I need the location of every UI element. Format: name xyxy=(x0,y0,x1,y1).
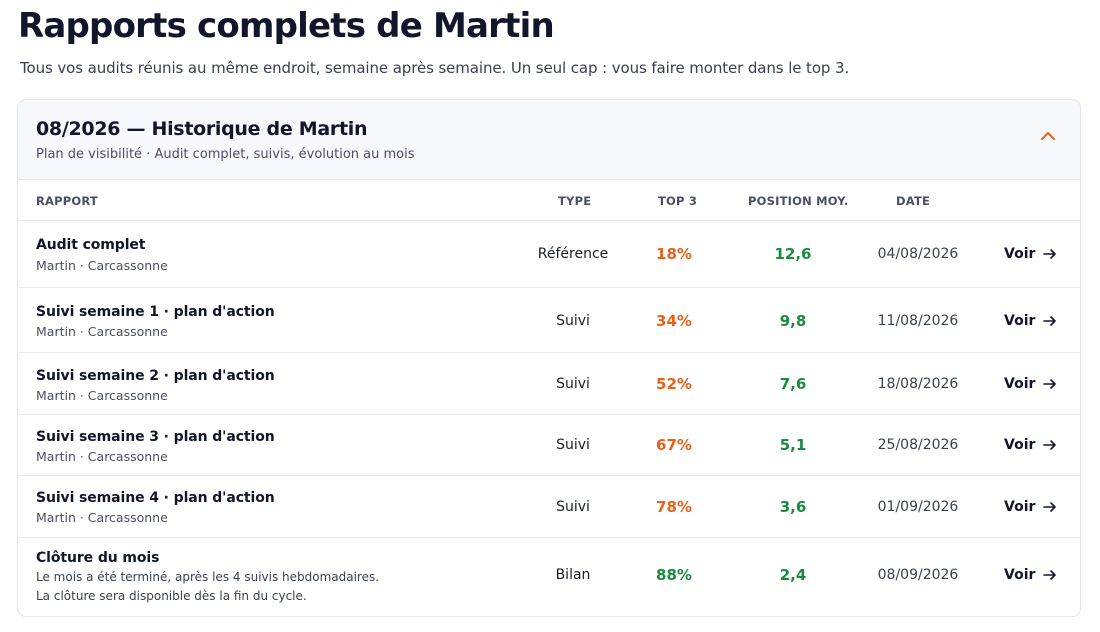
row-top3: 88% xyxy=(656,566,692,584)
arrow-right-icon xyxy=(1043,570,1057,580)
row-type: Suivi xyxy=(556,313,590,329)
view-report-button[interactable]: Voir xyxy=(1004,313,1057,329)
row-type: Bilan xyxy=(555,567,591,583)
row-position: 7,6 xyxy=(779,375,807,393)
row-position: 3,6 xyxy=(779,498,807,516)
header-report: RAPPORT xyxy=(36,194,98,208)
row-note: Le mois a été terminé, après les 4 suivi… xyxy=(36,568,516,606)
table-row[interactable]: Suivi semaine 1 · plan d'action Martin ·… xyxy=(18,288,1080,353)
row-top3: 34% xyxy=(656,312,692,330)
row-type: Référence xyxy=(537,246,609,262)
row-position: 9,8 xyxy=(779,312,807,330)
row-type: Suivi xyxy=(556,437,590,453)
row-title: Suivi semaine 1 · plan d'action xyxy=(36,304,275,320)
header-top3: TOP 3 xyxy=(658,194,698,208)
row-location: Martin · Carcassonne xyxy=(36,510,168,525)
row-title: Suivi semaine 4 · plan d'action xyxy=(36,490,275,506)
row-date: 04/08/2026 xyxy=(877,246,959,262)
card-title: 08/2026 — Historique de Martin xyxy=(36,118,368,140)
row-type: Suivi xyxy=(556,376,590,392)
row-note-line: La clôture sera disponible dès la fin du… xyxy=(36,589,307,603)
view-label: Voir xyxy=(1004,313,1036,329)
row-title: Audit complet xyxy=(36,237,146,253)
row-location: Martin · Carcassonne xyxy=(36,258,168,273)
arrow-right-icon xyxy=(1043,440,1057,450)
row-top3: 78% xyxy=(656,498,692,516)
row-date: 08/09/2026 xyxy=(877,567,959,583)
table-row[interactable]: Suivi semaine 3 · plan d'action Martin ·… xyxy=(18,415,1080,476)
view-label: Voir xyxy=(1004,567,1036,583)
arrow-right-icon xyxy=(1043,316,1057,326)
row-position: 5,1 xyxy=(779,436,807,454)
row-top3: 52% xyxy=(656,375,692,393)
view-label: Voir xyxy=(1004,499,1036,515)
header-position: POSITION MOY. xyxy=(748,194,849,208)
card-header[interactable]: 08/2026 — Historique de Martin Plan de v… xyxy=(18,100,1080,180)
row-date: 18/08/2026 xyxy=(877,376,959,392)
header-date: DATE xyxy=(896,194,931,208)
row-top3: 67% xyxy=(656,436,692,454)
table-row[interactable]: Audit complet Martin · Carcassonne Référ… xyxy=(18,221,1080,288)
view-label: Voir xyxy=(1004,246,1036,262)
view-report-button[interactable]: Voir xyxy=(1004,246,1057,262)
row-top3: 18% xyxy=(656,245,692,263)
table-row[interactable]: Suivi semaine 2 · plan d'action Martin ·… xyxy=(18,353,1080,415)
view-report-button[interactable]: Voir xyxy=(1004,437,1057,453)
arrow-right-icon xyxy=(1043,502,1057,512)
page-title: Rapports complets de Martin xyxy=(18,6,555,46)
view-report-button[interactable]: Voir xyxy=(1004,376,1057,392)
table-header: RAPPORT TYPE TOP 3 POSITION MOY. DATE xyxy=(18,180,1080,221)
row-type: Suivi xyxy=(556,499,590,515)
row-title: Clôture du mois xyxy=(36,550,160,566)
view-label: Voir xyxy=(1004,376,1036,392)
row-position: 12,6 xyxy=(774,245,812,263)
row-location: Martin · Carcassonne xyxy=(36,388,168,403)
view-label: Voir xyxy=(1004,437,1036,453)
row-position: 2,4 xyxy=(779,566,807,584)
row-location: Martin · Carcassonne xyxy=(36,324,168,339)
card-subtitle: Plan de visibilité · Audit complet, suiv… xyxy=(36,147,415,162)
row-title: Suivi semaine 3 · plan d'action xyxy=(36,429,275,445)
row-title: Suivi semaine 2 · plan d'action xyxy=(36,368,275,384)
header-type: TYPE xyxy=(558,194,592,208)
table-row[interactable]: Suivi semaine 4 · plan d'action Martin ·… xyxy=(18,476,1080,538)
row-note-line: Le mois a été terminé, après les 4 suivi… xyxy=(36,570,380,584)
arrow-right-icon xyxy=(1043,249,1057,259)
row-date: 25/08/2026 xyxy=(877,437,959,453)
table-row[interactable]: Clôture du mois Le mois a été terminé, a… xyxy=(18,538,1080,616)
history-card: 08/2026 — Historique de Martin Plan de v… xyxy=(17,99,1081,617)
page-subtitle: Tous vos audits réunis au même endroit, … xyxy=(20,59,850,77)
row-location: Martin · Carcassonne xyxy=(36,449,168,464)
row-date: 01/09/2026 xyxy=(877,499,959,515)
view-report-button[interactable]: Voir xyxy=(1004,499,1057,515)
row-date: 11/08/2026 xyxy=(877,313,959,329)
view-report-button[interactable]: Voir xyxy=(1004,567,1057,583)
chevron-up-icon[interactable] xyxy=(1038,126,1058,146)
arrow-right-icon xyxy=(1043,379,1057,389)
